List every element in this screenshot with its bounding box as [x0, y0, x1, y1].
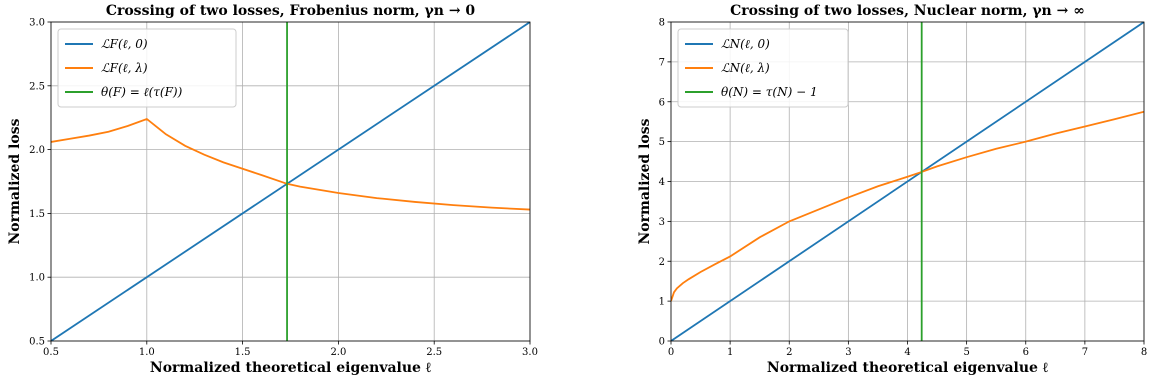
series-line-1 — [671, 110, 1144, 302]
legend-entry-1: ℒF(ℓ, λ) — [101, 61, 148, 75]
y-tick-label: 2 — [659, 257, 665, 268]
x-tick-label: 1 — [727, 347, 733, 358]
x-tick-label: 6 — [1023, 347, 1029, 358]
legend-entry-0: ℒF(ℓ, 0) — [101, 37, 148, 51]
y-tick-label: 2.5 — [29, 81, 45, 92]
x-tick-label: 1.5 — [235, 347, 251, 358]
y-tick-label: 0 — [659, 337, 665, 348]
x-tick-label: 7 — [1082, 347, 1088, 358]
y-tick-label: 7 — [659, 57, 665, 68]
x-tick-label: 0.5 — [43, 347, 59, 358]
x-tick-label: 3 — [845, 347, 851, 358]
y-tick-label: 0.5 — [29, 337, 45, 348]
legend-box — [57, 28, 237, 108]
y-tick-label: 4 — [659, 177, 665, 188]
y-tick-label: 1.0 — [29, 273, 45, 284]
legend-entry-2: θ(F) = ℓ(τ(F)) — [101, 85, 183, 99]
series-line-1 — [51, 117, 530, 211]
x-tick-label: 2.0 — [330, 347, 346, 358]
chart-nuclear: 0 1 2 3 4 5 6 7 8 0 1 2 3 4 5 6 7 8 Crossing of two losses… — [637, 3, 1147, 376]
x-tick-label: 4 — [904, 347, 910, 358]
x-tick-label: 2 — [786, 347, 792, 358]
y-tick-label: 1.5 — [29, 209, 45, 220]
x-tick-label: 0 — [668, 347, 674, 358]
x-tick-label: 3.0 — [522, 347, 538, 358]
x-axis-label: Normalized theoretical eigenvalue ℓ — [767, 360, 1049, 376]
axes-frame — [50, 21, 531, 342]
series-line-0 — [671, 22, 1144, 341]
legend-box — [677, 28, 849, 108]
y-tick-label: 8 — [659, 18, 665, 29]
y-tick-label: 3 — [659, 217, 665, 228]
y-tick-label: 2.0 — [29, 145, 45, 156]
series-line-0 — [51, 22, 530, 341]
legend-entry-1: ℒN(ℓ, λ) — [721, 61, 770, 75]
x-tick-label: 8 — [1141, 347, 1147, 358]
x-tick-label: 5 — [963, 347, 969, 358]
chart-title: Crossing of two losses, Nuclear norm, γn… — [730, 3, 1085, 19]
y-axis-label: Normalized loss — [7, 118, 23, 244]
x-axis-label: Normalized theoretical eigenvalue ℓ — [150, 360, 432, 376]
chart-frobenius: 0.5 1.0 1.5 2.0 2.5 3.0 0.5 1.0 1.5 2.0 2.5 3.0 Cros… — [7, 3, 538, 376]
y-tick-label: 1 — [659, 297, 665, 308]
y-tick-label: 3.0 — [29, 18, 45, 29]
y-tick-label: 5 — [659, 137, 665, 148]
y-tick-label: 6 — [659, 97, 665, 108]
x-tick-label: 2.5 — [426, 347, 442, 358]
y-axis-label: Normalized loss — [637, 118, 653, 244]
chart-title: Crossing of two losses, Frobenius norm, … — [106, 3, 476, 19]
x-tick-label: 1.0 — [139, 347, 155, 358]
legend-entry-2: θ(N) = τ(N) − 1 — [721, 85, 818, 99]
legend-entry-0: ℒN(ℓ, 0) — [721, 37, 770, 51]
